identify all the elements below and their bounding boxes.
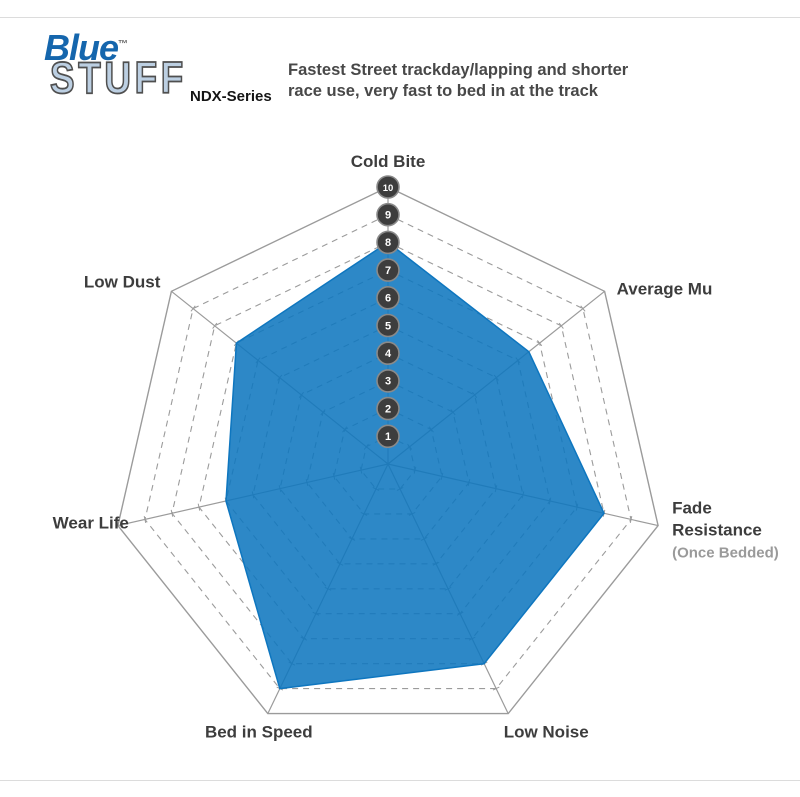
logo-word-stuff: STUFF: [49, 53, 187, 104]
description-line-1: Fastest Street trackday/lapping and shor…: [288, 61, 629, 79]
product-description: Fastest Street trackday/lapping and shor…: [288, 60, 718, 102]
axis-tick: [197, 503, 201, 511]
axis-label-3: Low Noise: [504, 723, 589, 742]
scale-circle-5: [376, 313, 400, 338]
scale-circle-4: [376, 341, 400, 366]
axis-tick: [629, 515, 633, 524]
scale-number-9: 9: [385, 210, 391, 222]
axis-tick: [170, 509, 174, 517]
scale-number-5: 5: [385, 320, 391, 332]
axis-tick: [492, 686, 500, 691]
axis-tick: [580, 305, 586, 312]
bluestuff-logo: Blue™ STUFF: [40, 27, 270, 102]
axis-sublabel-2: (Once Bedded): [672, 545, 779, 562]
scale-number-2: 2: [385, 403, 391, 415]
logo-word-blue: Blue™: [44, 27, 129, 68]
scale-circle-7: [376, 258, 400, 282]
axis-tick: [212, 322, 218, 329]
data-polygon: [225, 241, 605, 690]
description-line-2: race use, very fast to bed in at the tra…: [288, 82, 598, 100]
series-name: NDX-Series: [190, 88, 272, 105]
scale-circle-8: [376, 230, 400, 255]
axis-label-2-line0: Fade: [672, 499, 712, 518]
scale-number-6: 6: [385, 293, 391, 305]
axis-label-0: Cold Bite: [351, 152, 426, 171]
axis-tick: [190, 305, 196, 312]
axis-tick: [143, 515, 147, 524]
axis-tick: [537, 340, 543, 347]
scale-circle-10: [376, 175, 400, 199]
axis-label-6: Low Dust: [84, 272, 161, 291]
scale-circle-6: [376, 285, 400, 310]
axis-label-1: Average Mu: [617, 279, 713, 298]
axis-label-2-line1: Resistance: [672, 521, 762, 540]
scale-number-1: 1: [385, 431, 391, 443]
page-bottom-border: [0, 780, 800, 781]
scale-circle-9: [376, 202, 400, 227]
scale-circle-3: [376, 369, 400, 393]
scale-number-4: 4: [385, 348, 392, 360]
scale-number-7: 7: [385, 265, 391, 277]
axis-label-4: Bed in Speed: [205, 723, 313, 742]
scale-number-8: 8: [385, 237, 391, 249]
trademark-symbol: ™: [118, 39, 129, 50]
scale-number-3: 3: [385, 376, 391, 388]
scale-circle-1: [376, 424, 400, 449]
page-top-border: [0, 17, 800, 18]
scale-circle-2: [376, 396, 400, 421]
grid-ring-10: [117, 186, 659, 715]
scale-number-10: 10: [383, 183, 394, 194]
axis-tick: [558, 322, 564, 329]
axis-label-5: Wear Life: [53, 514, 129, 533]
